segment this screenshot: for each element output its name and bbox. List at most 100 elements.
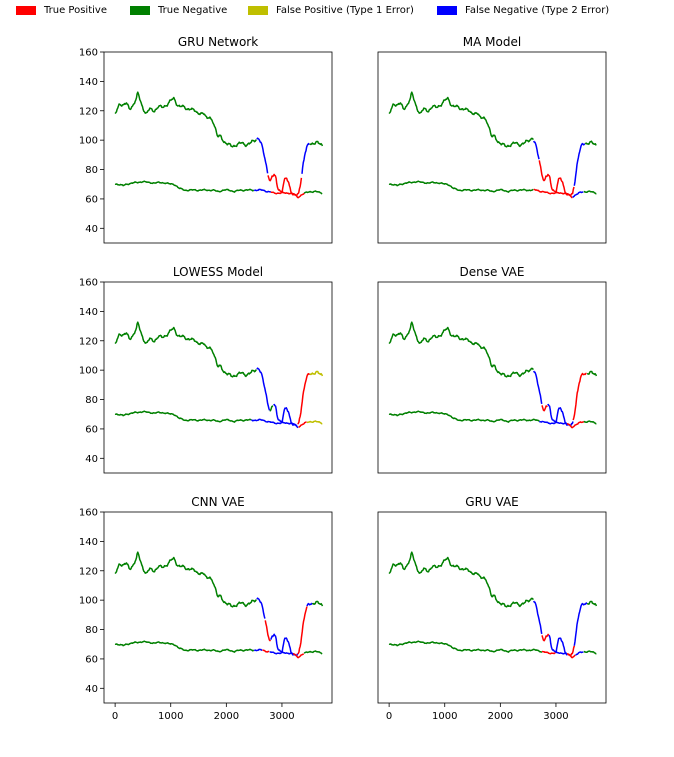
series-segment-true-positive xyxy=(270,191,305,199)
series-segment-true-negative xyxy=(586,370,598,377)
subplot-lowess-model: LOWESS Model 40 60 80 100 120 140 160 xyxy=(79,265,333,474)
y-tick-label: 120 xyxy=(79,336,98,347)
y-tick-label: 60 xyxy=(85,194,98,205)
y-tick-label: 60 xyxy=(85,424,98,435)
legend-swatch-false-positive xyxy=(248,6,268,15)
y-tick-label: 160 xyxy=(79,48,98,59)
subplot-title: GRU Network xyxy=(178,35,258,49)
y-tick-label: 100 xyxy=(79,136,98,147)
series-segment-true-negative xyxy=(269,405,274,412)
series-segment-false-positive-type-1-error xyxy=(306,420,323,425)
series-segment-true-positive xyxy=(297,373,311,425)
subplot-title: LOWESS Model xyxy=(173,265,263,279)
y-tick-label: 100 xyxy=(79,366,98,377)
plot-area xyxy=(388,551,598,659)
y-tick-label: 140 xyxy=(79,537,98,548)
y-tick-label: 40 xyxy=(85,454,98,465)
axes-frame xyxy=(377,51,607,244)
series-segment-true-negative xyxy=(388,551,534,608)
series-segment-true-negative xyxy=(309,140,324,147)
series-segment-false-negative-type-2-error xyxy=(572,191,584,198)
series-segment-true-positive xyxy=(541,650,556,655)
y-tick-label: 80 xyxy=(85,625,98,636)
y-tick-label: 80 xyxy=(85,165,98,176)
series-segment-true-negative xyxy=(114,410,252,423)
series-segment-false-negative-type-2-error xyxy=(555,651,568,655)
subplot-gru-vae: GRU VAE 0 1000 2000 3000 xyxy=(377,495,607,722)
plot-area xyxy=(388,91,597,199)
series-segment-true-positive xyxy=(541,633,550,642)
series-segment-false-negative-type-2-error xyxy=(575,651,584,656)
subplot-title: MA Model xyxy=(463,35,521,49)
series-segment-true-negative xyxy=(388,640,543,653)
axes-frame xyxy=(103,51,333,244)
subplot-gru-network: GRU Network 40 60 80 100 120 140 160 xyxy=(79,35,333,244)
subplot-title: GRU VAE xyxy=(465,495,518,509)
series-segment-false-negative-type-2-error xyxy=(269,650,294,655)
subplot-title: Dense VAE xyxy=(460,265,525,279)
series-segment-true-negative xyxy=(114,180,255,193)
series-segment-false-negative-type-2-error xyxy=(253,648,263,652)
legend-swatch-true-negative xyxy=(130,6,150,15)
series-segment-true-negative xyxy=(303,190,323,195)
x-tick-label: 2000 xyxy=(214,711,239,722)
series-segment-true-positive xyxy=(566,420,585,429)
series-segment-true-negative xyxy=(114,551,257,608)
axes-frame xyxy=(103,511,333,704)
series-segment-false-negative-type-2-error xyxy=(270,633,299,657)
legend-label-true-negative: True Negative xyxy=(158,5,228,16)
series-segment-true-negative xyxy=(114,640,255,653)
x-tick-label: 0 xyxy=(386,711,392,722)
axes-frame xyxy=(377,281,607,474)
legend-swatch-false-negative xyxy=(437,6,457,15)
series-segment-true-positive xyxy=(541,405,548,412)
series-segment-true-positive xyxy=(297,606,308,655)
series-segment-true-positive xyxy=(292,653,305,659)
y-tick-label: 80 xyxy=(85,395,98,406)
plot-area xyxy=(388,321,598,429)
series-segment-false-negative-type-2-error xyxy=(253,188,272,193)
series-segment-false-negative-type-2-error xyxy=(301,142,310,174)
series-segment-false-negative-type-2-error xyxy=(533,600,543,635)
series-segment-true-positive xyxy=(533,188,573,199)
series-segment-true-negative xyxy=(388,321,534,378)
subplot-ma-model: MA Model xyxy=(377,35,607,244)
series-segment-true-negative xyxy=(303,650,323,655)
series-segment-false-negative-type-2-error xyxy=(533,140,540,160)
plot-area xyxy=(114,551,324,659)
series-segment-true-negative xyxy=(114,321,257,378)
series-segment-true-negative xyxy=(583,650,597,655)
y-tick-label: 140 xyxy=(79,77,98,88)
legend-label-true-positive: True Positive xyxy=(44,5,107,16)
y-tick-label: 100 xyxy=(79,596,98,607)
subplot-cnn-vae: CNN VAE 40 60 80 100 120 140 160 0 1000 2000 3000 xyxy=(79,495,333,722)
series-segment-false-negative-type-2-error xyxy=(256,367,271,411)
series-segment-true-negative xyxy=(584,140,597,146)
series-segment-false-negative-type-2-error xyxy=(573,602,588,646)
series-segment-true-positive xyxy=(538,160,575,197)
x-tick-label: 0 xyxy=(112,711,118,722)
y-tick-label: 60 xyxy=(85,654,98,665)
plot-area xyxy=(114,91,324,199)
series-segment-true-negative xyxy=(311,600,324,607)
series-segment-true-negative xyxy=(583,190,597,195)
y-tick-label: 140 xyxy=(79,307,98,318)
series-segment-false-negative-type-2-error xyxy=(251,418,299,429)
series-segment-false-negative-type-2-error xyxy=(538,420,568,425)
plot-area xyxy=(114,321,324,429)
legend-label-false-negative: False Negative (Type 2 Error) xyxy=(465,5,610,16)
series-segment-false-negative-type-2-error xyxy=(533,370,543,405)
series-segment-true-positive xyxy=(572,372,587,421)
subplot-dense-vae: Dense VAE xyxy=(377,265,607,474)
axes-frame xyxy=(377,511,607,704)
x-tick-label: 2000 xyxy=(488,711,513,722)
series-segment-true-negative xyxy=(583,420,597,425)
y-tick-label: 120 xyxy=(79,106,98,117)
x-tick-label: 1000 xyxy=(432,711,457,722)
series-segment-false-negative-type-2-error xyxy=(273,403,298,427)
legend-label-false-positive: False Positive (Type 1 Error) xyxy=(276,5,414,16)
x-tick-label: 3000 xyxy=(543,711,568,722)
series-segment-true-negative xyxy=(388,180,534,193)
series-segment-true-negative xyxy=(388,410,540,423)
y-tick-label: 160 xyxy=(79,508,98,519)
